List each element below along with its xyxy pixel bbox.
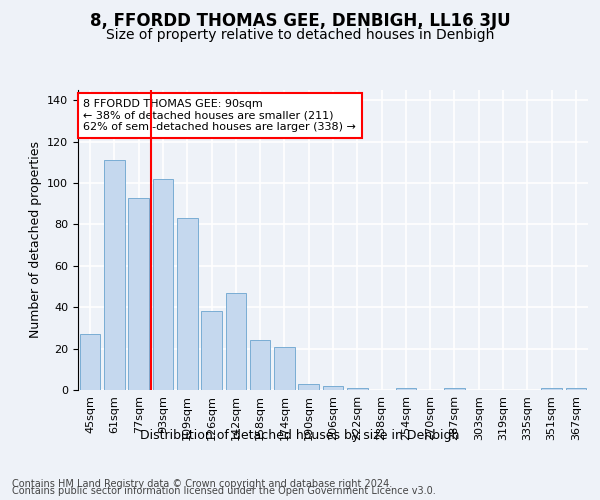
Bar: [177, 218, 197, 390]
Text: Contains public sector information licensed under the Open Government Licence v3: Contains public sector information licen…: [12, 486, 436, 496]
Bar: [128, 198, 149, 390]
Bar: [274, 346, 295, 390]
Bar: [250, 340, 271, 390]
Bar: [104, 160, 125, 390]
Bar: [444, 388, 465, 390]
Bar: [298, 384, 319, 390]
Text: 8 FFORDD THOMAS GEE: 90sqm
← 38% of detached houses are smaller (211)
62% of sem: 8 FFORDD THOMAS GEE: 90sqm ← 38% of deta…: [83, 99, 356, 132]
Bar: [541, 388, 562, 390]
Bar: [323, 386, 343, 390]
Bar: [395, 388, 416, 390]
Text: 8, FFORDD THOMAS GEE, DENBIGH, LL16 3JU: 8, FFORDD THOMAS GEE, DENBIGH, LL16 3JU: [89, 12, 511, 30]
Bar: [347, 388, 368, 390]
Bar: [566, 388, 586, 390]
Bar: [80, 334, 100, 390]
Text: Size of property relative to detached houses in Denbigh: Size of property relative to detached ho…: [106, 28, 494, 42]
Y-axis label: Number of detached properties: Number of detached properties: [29, 142, 41, 338]
Bar: [201, 312, 222, 390]
Text: Distribution of detached houses by size in Denbigh: Distribution of detached houses by size …: [140, 428, 460, 442]
Text: Contains HM Land Registry data © Crown copyright and database right 2024.: Contains HM Land Registry data © Crown c…: [12, 479, 392, 489]
Bar: [226, 293, 246, 390]
Bar: [152, 179, 173, 390]
